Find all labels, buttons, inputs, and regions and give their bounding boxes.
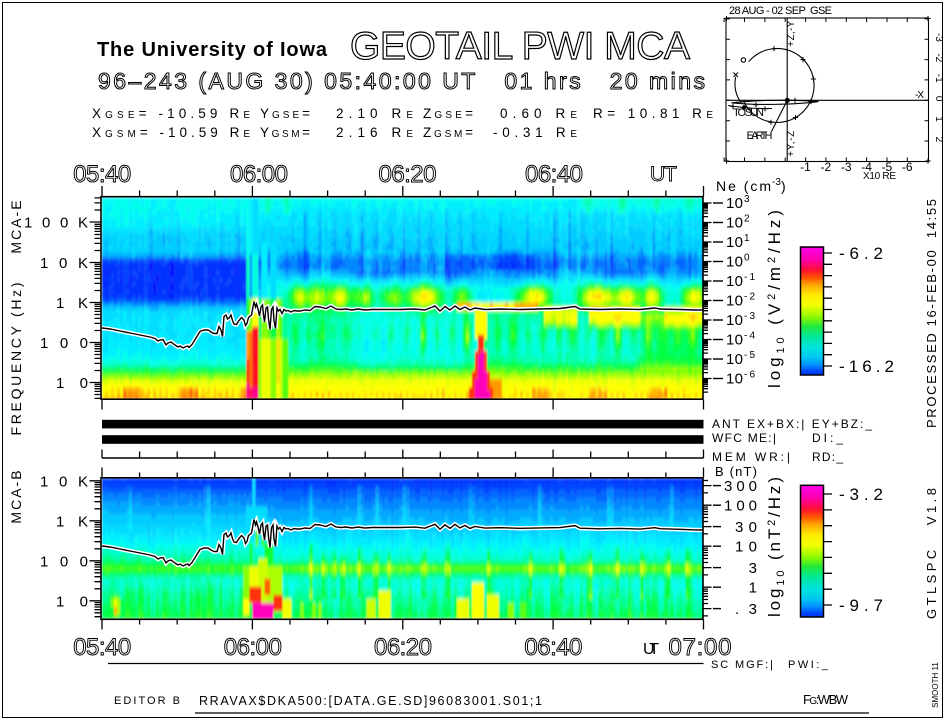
svg-text:log10 (nT2/Hz): log10 (nT2/Hz) — [765, 477, 787, 617]
svg-text:05:40: 05:40 — [73, 634, 131, 661]
svg-text:0: 0 — [744, 253, 750, 264]
svg-text:3: 3 — [744, 194, 750, 205]
svg-text:10: 10 — [726, 254, 743, 271]
svg-text:0: 0 — [933, 96, 944, 102]
svg-text:2: 2 — [933, 137, 944, 143]
svg-text:+Z,-Y: +Z,-Y — [786, 20, 797, 46]
svg-text:-3: -3 — [841, 160, 852, 174]
svg-text:FG:WBW: FG:WBW — [803, 692, 849, 707]
svg-text:Ne (cm: Ne (cm — [716, 178, 771, 194]
svg-text:100: 100 — [40, 553, 88, 570]
svg-text:MCA-B: MCA-B — [8, 468, 24, 523]
svg-text:10: 10 — [726, 234, 743, 251]
svg-text:X10 RE: X10 RE — [863, 171, 896, 182]
svg-text:-16.2: -16.2 — [839, 357, 894, 376]
svg-text:10: 10 — [726, 332, 743, 349]
svg-text:-3: -3 — [772, 177, 781, 188]
svg-text:10: 10 — [726, 351, 743, 368]
svg-text:1: 1 — [749, 580, 757, 597]
svg-text:FREQUENCY (Hz): FREQUENCY (Hz) — [8, 281, 24, 436]
svg-text:-3: -3 — [744, 311, 755, 322]
svg-text:10K: 10K — [40, 473, 88, 490]
svg-text:SC MGF:|: SC MGF:| — [711, 659, 773, 671]
svg-text:-4: -4 — [861, 160, 872, 174]
svg-text:100: 100 — [724, 498, 757, 515]
svg-text:UT: UT — [643, 641, 659, 658]
svg-text:06:00: 06:00 — [230, 161, 288, 188]
svg-text:-6: -6 — [902, 160, 913, 174]
svg-text:06:40: 06:40 — [525, 161, 583, 188]
svg-text:-4: -4 — [744, 331, 755, 342]
svg-text:-5: -5 — [882, 160, 893, 174]
svg-text:07:00: 07:00 — [669, 634, 732, 661]
svg-text:10: 10 — [726, 273, 743, 290]
svg-text:1: 1 — [744, 233, 750, 244]
svg-text:MEM WR:|: MEM WR:| — [712, 450, 790, 464]
svg-text:GTLSPC V1.8: GTLSPC V1.8 — [924, 487, 939, 619]
svg-text:-2: -2 — [821, 160, 832, 174]
svg-text:): ) — [781, 178, 786, 194]
svg-text:06:20: 06:20 — [374, 634, 432, 661]
svg-text:GEOTAIL PWI MCA: GEOTAIL PWI MCA — [350, 25, 690, 68]
svg-text:3: 3 — [749, 560, 757, 577]
svg-text:-2: -2 — [744, 292, 755, 303]
svg-text:-1: -1 — [744, 272, 755, 283]
svg-text:10: 10 — [726, 371, 743, 388]
svg-text:10: 10 — [726, 195, 743, 212]
svg-text:MCA-E: MCA-E — [8, 198, 24, 253]
svg-text:10: 10 — [726, 293, 743, 310]
svg-text:WFC ME:|: WFC ME:| — [712, 431, 776, 445]
svg-text:-0.31 RE: -0.31 RE — [493, 125, 577, 140]
svg-text:-X: -X — [915, 90, 924, 101]
svg-text:TO SUN: TO SUN — [733, 107, 764, 119]
svg-text:2: 2 — [744, 214, 750, 225]
svg-text:The University of Iowa: The University of Iowa — [97, 39, 328, 61]
svg-text:-3: -3 — [933, 33, 944, 42]
svg-text:300: 300 — [724, 478, 757, 495]
svg-text:10: 10 — [726, 215, 743, 232]
svg-text:RD:_: RD:_ — [812, 450, 843, 464]
svg-text:06:20: 06:20 — [379, 161, 437, 188]
svg-text:-6: -6 — [744, 370, 755, 381]
svg-text:10K: 10K — [40, 255, 88, 272]
svg-text:R= 10.81 RE: R= 10.81 RE — [593, 106, 713, 121]
svg-text:EDITOR B: EDITOR B — [114, 695, 180, 707]
svg-text:UT: UT — [650, 163, 677, 186]
svg-text:EARTH: EARTH — [747, 130, 773, 142]
svg-text:06:00: 06:00 — [224, 634, 282, 661]
svg-text:ANT EX+BX:| EY+BZ:_: ANT EX+BX:| EY+BZ:_ — [712, 417, 872, 431]
svg-text:SMOOTH 11: SMOOTH 11 — [931, 662, 940, 708]
svg-text:06:40: 06:40 — [524, 634, 582, 661]
svg-text:1: 1 — [933, 116, 944, 122]
svg-text:10: 10 — [726, 312, 743, 329]
svg-text:PROCESSED 16-FEB-00 14:55: PROCESSED 16-FEB-00 14:55 — [924, 198, 939, 428]
svg-text:100: 100 — [40, 335, 88, 352]
svg-text:B (nT): B (nT) — [715, 464, 757, 479]
svg-text:-5: -5 — [744, 350, 755, 361]
svg-text:-1: -1 — [800, 160, 811, 174]
svg-text:-2: -2 — [933, 53, 944, 62]
svg-text:+Y,-Z: +Y,-Z — [786, 131, 797, 157]
svg-text:05:40: 05:40 — [73, 161, 131, 188]
svg-text:28 AUG - 02 SEP GSE: 28 AUG - 02 SEP GSE — [729, 5, 832, 17]
svg-text:-1: -1 — [933, 74, 944, 83]
